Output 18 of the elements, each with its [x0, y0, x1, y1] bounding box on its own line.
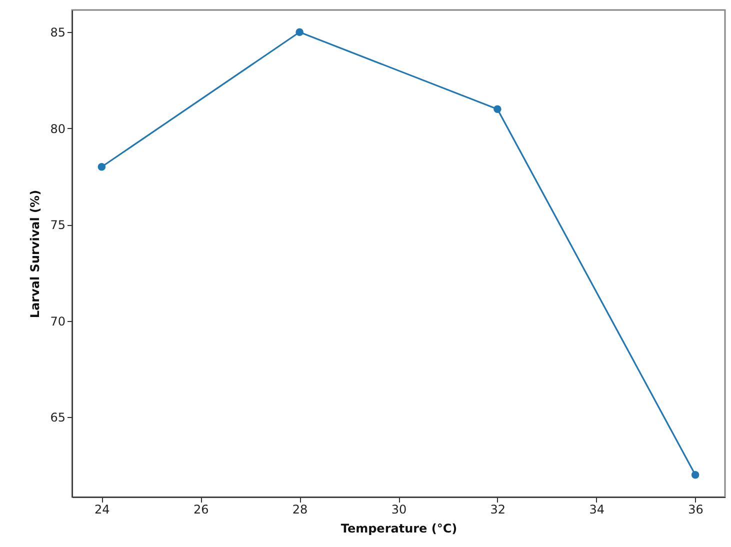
y-axis-title: Larval Survival (%)	[28, 190, 42, 318]
y-tick-label: 70	[50, 314, 66, 328]
x-tick-label: 30	[391, 502, 407, 516]
x-tick-label: 36	[688, 502, 704, 516]
y-tick-label: 80	[50, 122, 66, 136]
point	[98, 163, 106, 171]
point	[691, 471, 700, 479]
y-tick-label: 75	[50, 218, 66, 232]
y-tick-label: 65	[50, 410, 66, 425]
x-tick-label: 32	[490, 502, 506, 516]
point	[296, 28, 304, 36]
x-tick-label: 24	[94, 502, 110, 516]
y-tick-label: 85	[50, 26, 66, 40]
x-tick-label: 28	[292, 502, 308, 516]
x-tick-label: 34	[589, 502, 605, 516]
point	[494, 105, 502, 113]
x-axis-title: Temperature (°C)	[340, 522, 458, 536]
x-tick-label: 26	[193, 502, 209, 516]
